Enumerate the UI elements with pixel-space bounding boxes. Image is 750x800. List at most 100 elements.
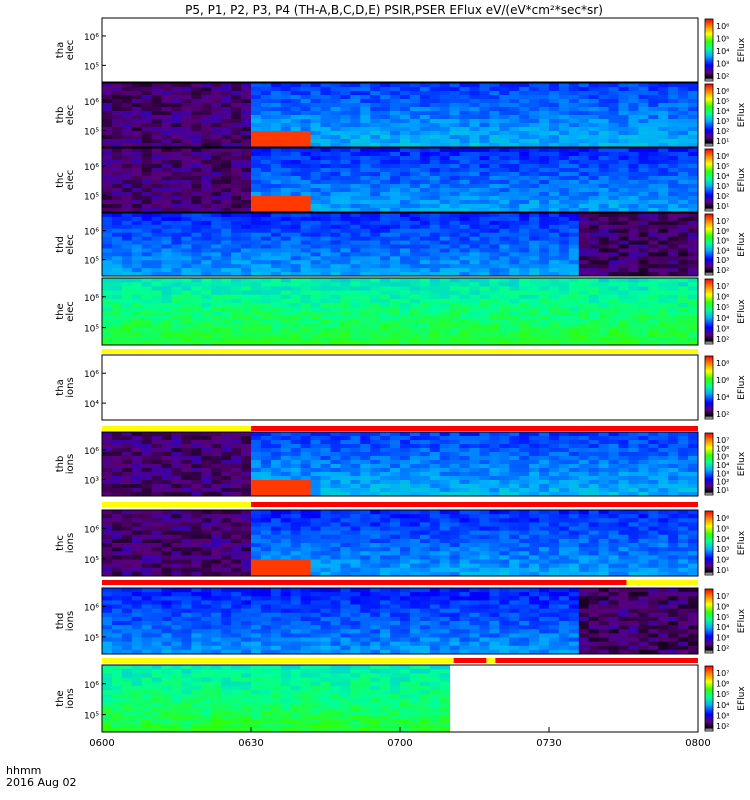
colorbar-tick: 10⁶ [716,152,729,161]
colorbar [704,148,714,212]
ylabel-elec: elec [65,105,76,126]
colorbar-tick: 10⁸ [716,359,729,368]
mode-bar-thd-ions [102,658,698,663]
colorbar [704,588,714,654]
colorbar-tick: 10⁶ [716,376,729,385]
colorbar-label: EFlux [737,167,747,192]
colorbar-tick: 10⁴ [716,107,729,116]
ytick-label: 10⁶ [84,447,99,457]
colorbar-tick: 10³ [716,545,729,554]
colorbar-tick: 10³ [716,182,729,191]
ylabel-thd: thd [55,613,66,630]
ytick-label: 10⁵ [84,556,99,566]
ytick-label: 10⁵ [84,712,99,722]
xtick-label: 0630 [238,738,263,749]
colorbar-tick: 10² [716,127,729,136]
ytick-label: 10⁶ [84,98,99,108]
colorbar-tick: 10² [716,644,729,653]
ylabel-ions: ions [65,377,76,397]
mode-bar-tha-ions [102,426,698,431]
mode-bar-segment [251,502,698,507]
xtick-label: 0700 [387,738,412,749]
mode-bar-segment [453,658,487,663]
colorbar-tick: 10⁵ [716,97,729,106]
colorbar-tick: 10¹ [716,137,729,146]
colorbar-tick: 10² [716,478,729,487]
xtick-label: 0600 [89,738,114,749]
mode-bar-segment [102,426,251,431]
ylabel-thd: thd [55,236,66,253]
mode-bar-segment [486,658,496,663]
colorbar-tick: 10³ [716,711,729,720]
colorbar-tick: 10⁶ [716,293,729,302]
ylabel-tha: tha [55,42,66,58]
colorbar-tick: 10³ [716,60,729,69]
heatmap-thd-ions [102,588,699,655]
colorbar-tick: 10² [716,266,729,275]
colorbar-tick: 10⁷ [716,592,729,601]
colorbar-tick: 10¹ [716,202,729,211]
colorbar-tick: 10³ [716,469,729,478]
colorbar-tick: 10⁶ [716,514,729,523]
heatmap-thc-elec [102,148,699,213]
colorbar-tick: 10⁴ [716,535,729,544]
ylabel-thc: thc [55,535,66,551]
colorbar-tick: 10¹ [716,486,729,495]
ytick-label: 10⁶ [84,603,99,613]
panel-frame [101,509,699,577]
colorbar-tick: 10⁵ [716,613,729,622]
mode-bar-segment [102,580,627,585]
colorbar-tick: 10² [716,410,729,419]
colorbar-label: EFlux [737,686,747,711]
panel-frame [101,212,699,277]
ytick-label: 10⁶ [84,294,99,304]
colorbar-tick: 10⁷ [716,436,729,445]
ytick-label: 10⁴ [84,400,99,410]
ytick-label: 10⁵ [84,127,99,137]
ylabel-thc: thc [55,172,66,188]
colorbar-label: EFlux [737,232,747,257]
heatmap-thd-elec [102,213,699,277]
colorbar-tick: 10⁴ [716,461,729,470]
figure-title: P5, P1, P2, P3, P4 (TH-A,B,C,D,E) PSIR,P… [185,3,603,17]
xtick-label: 0730 [536,738,561,749]
colorbar-tick: 10⁵ [716,453,729,462]
colorbar-tick: 10⁴ [716,314,729,323]
ytick-label: 10⁵ [84,192,99,202]
colorbar-label: EFlux [737,530,747,555]
heatmap-thb-ions [102,432,699,497]
mode-bar-segment [102,658,454,663]
colorbar-tick: 10⁴ [716,393,729,402]
ytick-label: 10⁵ [84,257,99,267]
ylabel-ions: ions [65,611,76,631]
mode-bar-segment [495,658,698,663]
panel-tha-ions: 10⁶ 10⁴ tha ions 10⁸ 10⁶ 10⁴ 10² EFlux [55,354,747,421]
colorbar-tick: 10² [716,556,729,565]
ytick-label: 10⁶ [84,370,99,380]
panel-frame [101,431,699,497]
panel-frame [101,17,699,83]
ylabel-ions: ions [65,533,76,553]
colorbar [704,278,714,345]
colorbar-label: EFlux [737,102,747,127]
colorbar-label: EFlux [737,451,747,476]
colorbar-tick: 10⁶ [716,22,729,31]
colorbar-tick: 10⁴ [716,172,729,181]
ytick-label: 10³ [84,476,99,486]
time-format-label: hhmm [6,764,41,777]
ytick-label: 10⁵ [84,62,99,72]
heatmap-thc-ions [102,510,699,577]
colorbar-tick: 10⁶ [716,227,729,236]
heatmap-the-elec [102,278,699,346]
colorbar-label: EFlux [737,299,747,324]
colorbar-tick: 10⁵ [716,690,729,699]
colorbar-tick: 10⁴ [716,246,729,255]
ylabel-the: the [55,690,66,706]
ytick-label: 10⁶ [84,525,99,535]
